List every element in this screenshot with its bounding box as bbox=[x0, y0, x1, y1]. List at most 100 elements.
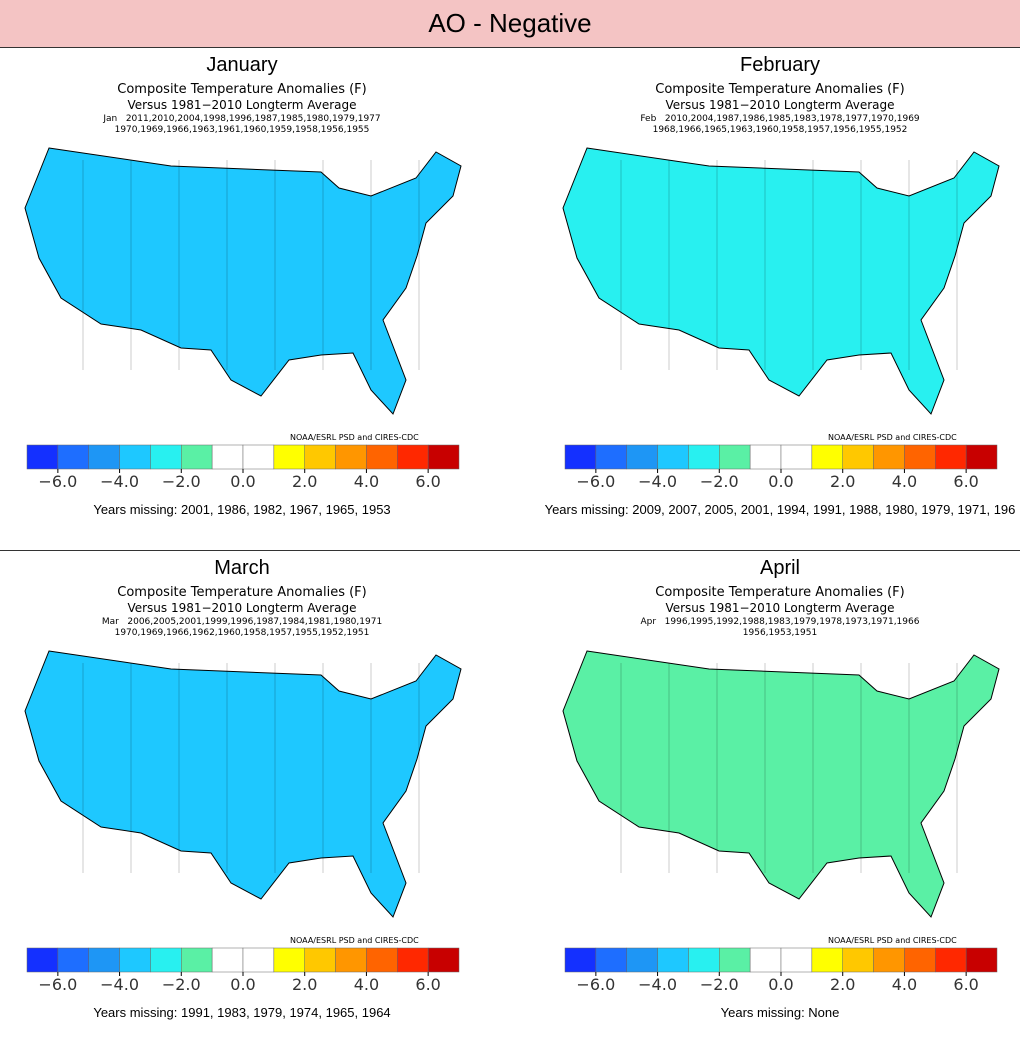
colorbar-label: 0.0 bbox=[768, 472, 793, 491]
colorbar-cell bbox=[965, 947, 998, 973]
colorbar-label: 0.0 bbox=[230, 472, 255, 491]
colorbar-cell bbox=[57, 444, 89, 470]
colorbar-cell bbox=[719, 444, 751, 470]
colorbar-cell bbox=[842, 947, 874, 973]
colorbar-cell bbox=[242, 444, 275, 470]
colorbar-cell bbox=[242, 947, 275, 973]
credit: NOAA/ESRL PSD and CIRES-CDC bbox=[828, 936, 957, 945]
colorbar-cell bbox=[564, 947, 597, 973]
years-line: 1968,1966,1965,1963,1960,1958,1957,1956,… bbox=[652, 125, 908, 135]
colorbar-label: −4.0 bbox=[638, 472, 677, 491]
credit: NOAA/ESRL PSD and CIRES-CDC bbox=[290, 433, 419, 442]
colorbar-cell bbox=[688, 947, 720, 973]
colorbar-cell bbox=[181, 947, 213, 973]
month-title: April bbox=[759, 557, 800, 579]
colorbar-label: 4.0 bbox=[892, 472, 917, 491]
colorbar-label: −6.0 bbox=[38, 975, 77, 994]
colorbar-cell bbox=[211, 444, 244, 470]
colorbar-cell bbox=[811, 947, 843, 973]
map-heading: Composite Temperature Anomalies (F) bbox=[655, 585, 905, 600]
us-outline bbox=[562, 650, 1000, 918]
us-outline bbox=[24, 147, 462, 415]
colorbar-label: −4.0 bbox=[100, 472, 139, 491]
colorbar-label: 6.0 bbox=[953, 472, 978, 491]
colorbar-cell bbox=[873, 947, 905, 973]
years-line: 1970,1969,1966,1962,1960,1958,1957,1955,… bbox=[114, 628, 370, 638]
years-line: 1956,1953,1951 bbox=[742, 628, 818, 638]
map bbox=[562, 147, 1000, 415]
colorbar-cell bbox=[427, 947, 460, 973]
colorbar-label: 6.0 bbox=[415, 472, 440, 491]
header-title: AO - Negative bbox=[0, 0, 1020, 48]
colorbar-cell bbox=[57, 947, 89, 973]
map-baseline: Versus 1981−2010 Longterm Average bbox=[127, 98, 357, 112]
colorbar-cell bbox=[904, 947, 936, 973]
colorbar-label: 2.0 bbox=[830, 472, 855, 491]
map-heading: Composite Temperature Anomalies (F) bbox=[117, 82, 367, 97]
colorbar-label: −6.0 bbox=[38, 472, 77, 491]
years-missing: Years missing: 2009, 2007, 2005, 2001, 1… bbox=[544, 502, 1016, 517]
colorbar-label: 2.0 bbox=[830, 975, 855, 994]
colorbar-cell bbox=[904, 444, 936, 470]
map-heading: Composite Temperature Anomalies (F) bbox=[117, 585, 367, 600]
month-title: February bbox=[739, 54, 821, 76]
colorbar-cell bbox=[150, 444, 182, 470]
separator bbox=[0, 550, 1020, 551]
years-line: 1970,1969,1966,1963,1961,1960,1959,1958,… bbox=[114, 125, 370, 135]
colorbar-cell bbox=[811, 444, 843, 470]
colorbar-cell bbox=[842, 444, 874, 470]
colorbar-label: 0.0 bbox=[768, 975, 793, 994]
colorbar: −6.0 −4.0 −2.0 0.0 2.0 4.0 6.0 bbox=[564, 444, 998, 491]
colorbar-cell bbox=[88, 444, 120, 470]
years-line: Mar 2006,2005,2001,1999,1996,1987,1984,1… bbox=[101, 617, 383, 627]
colorbar-cell bbox=[626, 947, 658, 973]
colorbar-cell bbox=[688, 444, 720, 470]
colorbar-cell bbox=[657, 444, 689, 470]
us-outline bbox=[24, 650, 462, 918]
map-baseline: Versus 1981−2010 Longterm Average bbox=[665, 98, 895, 112]
map bbox=[24, 650, 462, 918]
colorbar-label: 4.0 bbox=[354, 472, 379, 491]
colorbar-label: 6.0 bbox=[415, 975, 440, 994]
colorbar-label: −2.0 bbox=[700, 472, 739, 491]
colorbar-label: −4.0 bbox=[638, 975, 677, 994]
colorbar-cell bbox=[366, 444, 398, 470]
map-baseline: Versus 1981−2010 Longterm Average bbox=[127, 601, 357, 615]
colorbar-cell bbox=[965, 444, 998, 470]
panel: January Composite Temperature Anomalies (… bbox=[0, 48, 510, 546]
colorbar-cell bbox=[595, 947, 627, 973]
years-missing: Years missing: None bbox=[720, 1005, 840, 1020]
colorbar-cell bbox=[181, 444, 213, 470]
colorbar-label: −2.0 bbox=[700, 975, 739, 994]
map bbox=[24, 147, 462, 415]
panel: April Composite Temperature Anomalies (F)… bbox=[538, 551, 1020, 1049]
colorbar-cell bbox=[749, 444, 782, 470]
colorbar: −6.0 −4.0 −2.0 0.0 2.0 4.0 6.0 bbox=[564, 947, 998, 994]
colorbar-label: 0.0 bbox=[230, 975, 255, 994]
colorbar-cell bbox=[935, 947, 967, 973]
colorbar-label: 4.0 bbox=[892, 975, 917, 994]
colorbar-label: −4.0 bbox=[100, 975, 139, 994]
colorbar-cell bbox=[657, 947, 689, 973]
map-baseline: Versus 1981−2010 Longterm Average bbox=[665, 601, 895, 615]
colorbar-label: 2.0 bbox=[292, 472, 317, 491]
colorbar-label: 6.0 bbox=[953, 975, 978, 994]
map-heading: Composite Temperature Anomalies (F) bbox=[655, 82, 905, 97]
us-outline bbox=[562, 147, 1000, 415]
colorbar-cell bbox=[88, 947, 120, 973]
years-line: Feb 2010,2004,1987,1986,1985,1983,1978,1… bbox=[640, 114, 920, 124]
colorbar-cell bbox=[427, 444, 460, 470]
map bbox=[562, 650, 1000, 918]
colorbar: −6.0 −4.0 −2.0 0.0 2.0 4.0 6.0 bbox=[26, 444, 460, 491]
colorbar-cell bbox=[273, 947, 305, 973]
years-line: Apr 1996,1995,1992,1988,1983,1979,1978,1… bbox=[640, 617, 920, 627]
colorbar-cell bbox=[626, 444, 658, 470]
colorbar-label: −2.0 bbox=[162, 472, 201, 491]
colorbar-cell bbox=[719, 947, 751, 973]
panel: February Composite Temperature Anomalies … bbox=[538, 48, 1020, 546]
colorbar-cell bbox=[304, 444, 336, 470]
colorbar: −6.0 −4.0 −2.0 0.0 2.0 4.0 6.0 bbox=[26, 947, 460, 994]
colorbar-cell bbox=[335, 947, 367, 973]
month-title: January bbox=[206, 54, 278, 76]
